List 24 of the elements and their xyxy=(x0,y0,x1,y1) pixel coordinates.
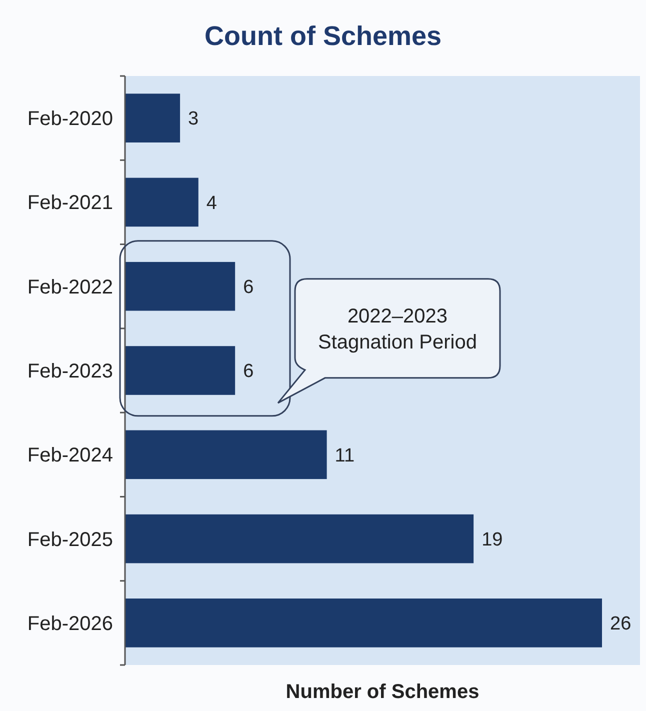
bar xyxy=(125,262,236,311)
data-label: 19 xyxy=(482,529,503,550)
y-tick-label: Feb-2025 xyxy=(27,528,113,551)
annotation: 2022–2023 Stagnation Period xyxy=(318,305,478,354)
chart-title: Count of Schemes xyxy=(204,21,442,51)
bar xyxy=(125,94,180,142)
y-tick-label: Feb-2020 xyxy=(27,108,113,130)
bar xyxy=(125,598,602,648)
y-tick-label: Feb-2024 xyxy=(27,444,113,467)
bar xyxy=(125,178,198,227)
data-label: 11 xyxy=(334,445,355,466)
y-tick-label: Feb-2023 xyxy=(27,360,113,382)
bar xyxy=(125,514,474,564)
x-axis-title: Number of Schemes xyxy=(286,681,480,703)
data-label: 4 xyxy=(206,192,218,214)
bar xyxy=(125,346,236,395)
data-label: 3 xyxy=(188,108,199,130)
data-label: 6 xyxy=(243,361,254,382)
y-tick-label: Feb-2026 xyxy=(27,612,113,635)
y-tick-label: Feb-2022 xyxy=(27,276,113,298)
data-label: 6 xyxy=(243,277,254,298)
y-tick-label: Feb-2021 xyxy=(27,192,113,214)
data-label: 26 xyxy=(610,614,632,635)
bar xyxy=(125,430,327,480)
